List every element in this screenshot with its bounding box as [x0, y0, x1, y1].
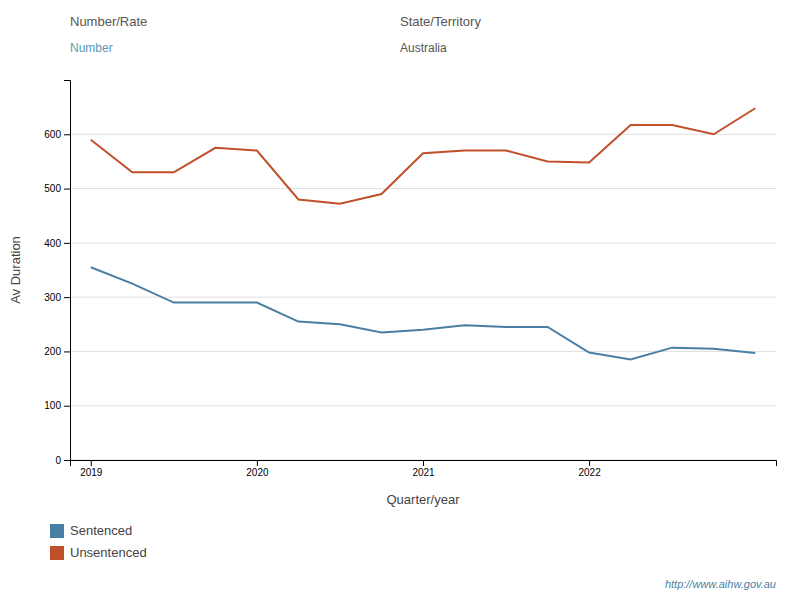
x-tick-label: 2022	[578, 467, 601, 478]
legend-item: Sentenced	[50, 523, 132, 538]
y-tick-label: 500	[44, 183, 61, 194]
chart: 2019 2020 2021 2022 0 100 200 300 400 500 600 Quart…	[0, 0, 800, 600]
legend-label: Unsentenced	[70, 545, 147, 560]
y-axis: 0 100 200 300 400 500 600	[44, 81, 70, 466]
y-tick: 600	[44, 129, 70, 140]
x-tick-mark	[589, 460, 590, 466]
x-tick-mark	[423, 460, 424, 466]
lines	[91, 108, 755, 359]
x-tick-label: 2021	[412, 467, 435, 478]
grid-line	[70, 134, 776, 135]
legend-label: Sentenced	[70, 523, 132, 538]
x-tick: 2022	[578, 460, 601, 478]
y-tick: 0	[55, 455, 70, 466]
y-tick: 300	[44, 292, 70, 303]
annotation: Australia	[400, 41, 447, 55]
subtitle: Number	[70, 41, 113, 55]
y-tick: 400	[44, 238, 70, 249]
y-tick-label: 0	[55, 455, 61, 466]
y-axis-title: Av Duration	[8, 236, 23, 304]
title: Number/Rate	[70, 14, 147, 29]
x-tick: 2019	[80, 460, 103, 478]
legend-swatch	[50, 524, 64, 538]
x-tick-mark	[257, 460, 258, 466]
x-axis-line	[71, 461, 777, 467]
legend: Sentenced Unsentenced	[50, 523, 147, 560]
y-tick-mark	[64, 460, 70, 461]
y-tick: 200	[44, 346, 70, 357]
x-axis-title: Quarter/year	[387, 492, 461, 507]
plot-area: 2019 2020 2021 2022 0 100 200 300 400 500 600	[44, 81, 776, 479]
y-tick-mark	[64, 351, 70, 352]
y-tick: 100	[44, 400, 70, 411]
y-tick-label: 200	[44, 346, 61, 357]
y-tick-label: 400	[44, 238, 61, 249]
grid	[70, 134, 776, 460]
grid-line	[70, 351, 776, 352]
x-tick: 2021	[412, 460, 435, 478]
grid-line	[70, 405, 776, 406]
grid-line	[70, 188, 776, 189]
y-tick-mark	[64, 134, 70, 135]
x-tick: 2020	[246, 460, 269, 478]
series-line	[91, 267, 755, 359]
y-tick-label: 100	[44, 400, 61, 411]
x-tick-label: 2020	[246, 467, 269, 478]
x-tick-mark	[91, 460, 92, 466]
legend-swatch	[50, 546, 64, 560]
x-tick-label: 2019	[80, 467, 103, 478]
y-tick-label: 600	[44, 129, 61, 140]
y-tick-mark	[64, 297, 70, 298]
x-axis: 2019 2020 2021 2022	[71, 460, 777, 478]
grid-line	[70, 297, 776, 298]
y-tick: 500	[44, 183, 70, 194]
legend-item: Unsentenced	[50, 545, 147, 560]
y-tick-mark	[64, 243, 70, 244]
grid-line	[70, 242, 776, 243]
y-tick-mark	[64, 189, 70, 190]
y-axis-line	[64, 81, 71, 461]
annotation: State/Territory	[400, 14, 481, 29]
y-tick-label: 300	[44, 292, 61, 303]
series-line	[91, 108, 755, 204]
url: http://www.aihw.gov.au	[665, 578, 776, 590]
y-tick-mark	[64, 406, 70, 407]
